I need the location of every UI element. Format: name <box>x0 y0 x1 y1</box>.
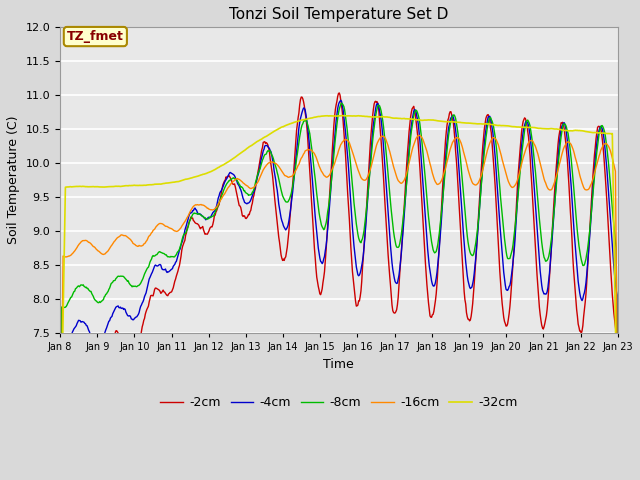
Line: -16cm: -16cm <box>60 135 618 480</box>
-2cm <box>180 240 188 245</box>
-16cm <box>180 220 188 226</box>
-4cm <box>66 335 74 340</box>
-16cm <box>210 207 218 213</box>
Title: Tonzi Soil Temperature Set D: Tonzi Soil Temperature Set D <box>229 7 449 22</box>
-4cm <box>180 232 188 238</box>
-32cm <box>124 183 131 189</box>
Line: -8cm: -8cm <box>60 103 618 480</box>
-16cm <box>416 132 424 138</box>
Text: TZ_fmet: TZ_fmet <box>67 30 124 43</box>
-2cm <box>408 109 415 115</box>
-16cm <box>424 152 431 157</box>
Line: -4cm: -4cm <box>60 100 618 480</box>
-32cm <box>210 168 218 173</box>
-16cm <box>614 423 621 429</box>
-8cm <box>338 100 346 106</box>
Legend: -2cm, -4cm, -8cm, -16cm, -32cm: -2cm, -4cm, -8cm, -16cm, -32cm <box>156 391 522 414</box>
-32cm <box>66 184 74 190</box>
-8cm <box>210 213 218 219</box>
Line: -32cm: -32cm <box>60 116 618 480</box>
-2cm <box>424 290 431 296</box>
-8cm <box>424 204 431 210</box>
-4cm <box>337 97 344 103</box>
-4cm <box>210 209 218 215</box>
Line: -2cm: -2cm <box>60 93 618 480</box>
-32cm <box>614 462 621 468</box>
-32cm <box>408 116 415 122</box>
-8cm <box>180 231 188 237</box>
-32cm <box>424 117 431 123</box>
-16cm <box>124 234 131 240</box>
-32cm <box>180 177 188 183</box>
-2cm <box>124 345 131 351</box>
-4cm <box>124 312 131 318</box>
-4cm <box>408 123 415 129</box>
-8cm <box>66 296 74 302</box>
Y-axis label: Soil Temperature (C): Soil Temperature (C) <box>7 116 20 244</box>
-32cm <box>339 113 347 119</box>
-16cm <box>407 153 415 159</box>
X-axis label: Time: Time <box>323 358 354 371</box>
-2cm <box>66 358 74 363</box>
-4cm <box>424 247 431 252</box>
-2cm <box>210 218 218 224</box>
-16cm <box>66 253 74 259</box>
-4cm <box>614 431 621 437</box>
-8cm <box>408 128 415 134</box>
-8cm <box>124 278 131 284</box>
-2cm <box>335 90 343 96</box>
